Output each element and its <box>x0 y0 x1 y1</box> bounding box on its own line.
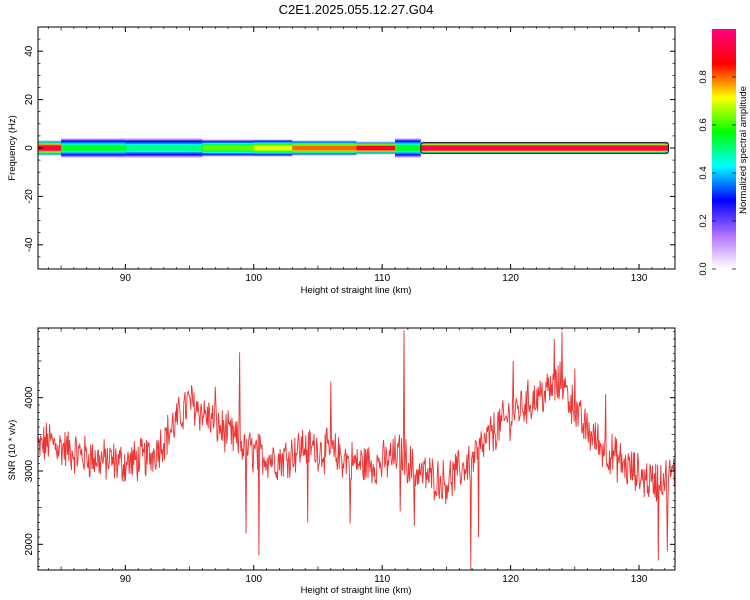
y-tick-label: 3000 <box>24 459 35 482</box>
colorbar-ticks: 0.0 0.2 0.4 0.6 0.8 <box>698 70 736 276</box>
spectrogram-xlabel: Height of straight line (km) <box>301 285 412 296</box>
spectrogram-panel: 90 100 110 120 130 -40 -20 0 20 40 Height of stra… <box>7 26 676 296</box>
colorbar-gradient <box>712 29 736 269</box>
x-tick-label: 90 <box>120 574 132 585</box>
y-tick-label: 20 <box>24 94 35 106</box>
colorbar-tick-label: 0.2 <box>698 214 709 227</box>
x-tick-label: 120 <box>502 574 519 585</box>
colorbar-tick-label: 0.8 <box>698 70 709 83</box>
colorbar: 0.0 0.2 0.4 0.6 0.8 Normalized spectral ampl… <box>698 29 749 276</box>
spectrogram-band <box>395 145 421 151</box>
spectrogram-band <box>420 145 669 151</box>
figure-title: C2E1.2025.055.12.27.G04 <box>279 2 434 17</box>
x-tick-label: 100 <box>245 273 262 284</box>
snr-series-line <box>38 330 675 570</box>
colorbar-tick-label: 0.0 <box>698 262 709 275</box>
snr-panel: 90 100 110 120 130 2000 3000 4000 Height of str… <box>7 327 676 596</box>
x-tick-label: 110 <box>374 273 390 284</box>
y-tick-label: 40 <box>24 45 35 57</box>
y-tick-label: -40 <box>24 237 35 252</box>
snr-axes: 90 100 110 120 130 2000 3000 4000 <box>24 328 675 585</box>
spectrogram-ylabel: Frequency (Hz) <box>7 115 18 180</box>
y-tick-label: 4000 <box>24 386 35 409</box>
x-tick-label: 90 <box>120 273 132 284</box>
colorbar-tick-label: 0.6 <box>698 118 709 131</box>
spectrogram-heatmap <box>38 138 669 158</box>
x-tick-label: 100 <box>245 574 262 585</box>
spectrogram-band <box>202 145 254 151</box>
spectrogram-band <box>38 145 62 151</box>
x-tick-label: 110 <box>374 574 390 585</box>
snr-ylabel: SNR (10 * v/v) <box>7 420 18 481</box>
x-tick-label: 130 <box>631 273 648 284</box>
spectrogram-band <box>253 145 293 151</box>
y-tick-label: 0 <box>24 145 35 151</box>
spectrogram-band <box>125 145 203 151</box>
y-tick-label: 2000 <box>24 533 35 556</box>
spectrogram-band <box>61 145 126 151</box>
colorbar-tick-label: 0.4 <box>698 166 709 179</box>
spectrogram-band <box>356 145 396 151</box>
x-tick-label: 130 <box>631 574 648 585</box>
spectrogram-axes: 90 100 110 120 130 -40 -20 0 20 40 <box>24 26 675 284</box>
spectrogram-band <box>292 145 357 151</box>
snr-xlabel: Height of straight line (km) <box>301 585 412 596</box>
spectrogram-ridge-outline <box>420 142 669 154</box>
snr-frame <box>37 327 676 571</box>
x-tick-label: 120 <box>502 273 519 284</box>
y-tick-label: -20 <box>24 189 35 204</box>
colorbar-label: Normalized spectral amplitude <box>738 86 749 214</box>
